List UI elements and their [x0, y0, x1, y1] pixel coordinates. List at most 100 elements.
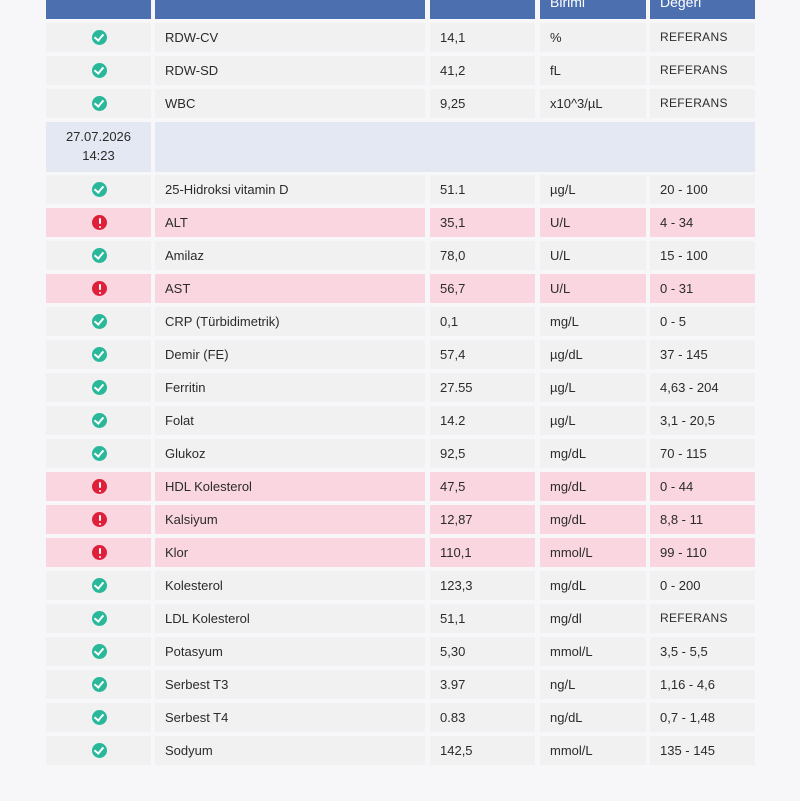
- test-name-text: 25-Hidroksi vitamin D: [165, 182, 289, 197]
- status-cell: [46, 208, 151, 237]
- result-value-text: 27.55: [440, 380, 473, 395]
- test-name-cell: AST: [155, 274, 425, 303]
- unit-cell: mmol/L: [540, 538, 646, 567]
- status-cell: [46, 241, 151, 270]
- result-value-cell: 5,30: [430, 637, 535, 666]
- table-row: Folat 14.2 µg/L 3,1 - 20,5: [43, 403, 757, 436]
- reference-cell: REFERANS: [650, 89, 755, 118]
- check-circle-icon: [92, 710, 107, 725]
- reference-text: 1,16 - 4,6: [660, 677, 715, 692]
- unit-text: mg/dl: [550, 611, 582, 626]
- reference-cell: 0 - 31: [650, 274, 755, 303]
- table-row: Kolesterol 123,3 mg/dL 0 - 200: [43, 568, 757, 601]
- result-value-text: 3.97: [440, 677, 466, 692]
- status-cell: [46, 703, 151, 732]
- table-row: Demir (FE) 57,4 µg/dL 37 - 145: [43, 337, 757, 370]
- test-name-cell: RDW-CV: [155, 23, 425, 52]
- test-name-text: Glukoz: [165, 446, 206, 461]
- unit-cell: mg/dl: [540, 604, 646, 633]
- reference-cell: 0,7 - 1,48: [650, 703, 755, 732]
- reference-cell: REFERANS: [650, 56, 755, 85]
- result-value-text: 14,1: [440, 30, 466, 45]
- result-date-cell: 27.07.2026 14:23: [46, 122, 151, 172]
- test-name-cell: ALT: [155, 208, 425, 237]
- result-value-text: 51.1: [440, 182, 466, 197]
- test-name-cell: Klor: [155, 538, 425, 567]
- reference-text: 4 - 34: [660, 215, 694, 230]
- result-value-text: 35,1: [440, 215, 466, 230]
- unit-text: µg/L: [550, 380, 576, 395]
- header-unit-label: Birimi: [550, 0, 585, 10]
- test-name-cell: Kalsiyum: [155, 505, 425, 534]
- test-name-cell: Sodyum: [155, 736, 425, 765]
- reference-text: REFERANS: [660, 96, 728, 110]
- test-name-text: RDW-CV: [165, 30, 219, 45]
- check-circle-icon: [92, 248, 107, 263]
- exclamation-circle-icon: [92, 215, 107, 230]
- unit-cell: U/L: [540, 274, 646, 303]
- status-cell: [46, 637, 151, 666]
- unit-cell: mg/dL: [540, 571, 646, 600]
- unit-text: mg/dL: [550, 512, 587, 527]
- exclamation-circle-icon: [92, 512, 107, 527]
- table-row: Ferritin 27.55 µg/L 4,63 - 204: [43, 370, 757, 403]
- result-value-text: 57,4: [440, 347, 466, 362]
- status-cell: [46, 604, 151, 633]
- reference-text: REFERANS: [660, 63, 728, 77]
- result-value-cell: 123,3: [430, 571, 535, 600]
- test-name-cell: Ferritin: [155, 373, 425, 402]
- unit-cell: mg/dL: [540, 472, 646, 501]
- table-row: Amilaz 78,0 U/L 15 - 100: [43, 238, 757, 271]
- status-cell: [46, 89, 151, 118]
- current-results-group: 25-Hidroksi vitamin D 51.1 µg/L 20 - 100 ALT…: [43, 172, 757, 766]
- result-value-cell: 51.1: [430, 175, 535, 204]
- table-row: Serbest T3 3.97 ng/L 1,16 - 4,6: [43, 667, 757, 700]
- unit-text: x10^3/µL: [550, 96, 603, 111]
- result-value-cell: 14,1: [430, 23, 535, 52]
- test-name-text: Demir (FE): [165, 347, 229, 362]
- test-name-cell: HDL Kolesterol: [155, 472, 425, 501]
- reference-cell: 99 - 110: [650, 538, 755, 567]
- test-name-text: AST: [165, 281, 191, 296]
- table-row: RDW-CV 14,1% REFERANS: [43, 20, 757, 53]
- lab-results-table: Birimi Değeri RDW-CV 14,1% REFERANS RDW-SD 4…: [43, 0, 757, 766]
- result-date-spacer: [155, 122, 755, 172]
- status-cell: [46, 274, 151, 303]
- unit-cell: mmol/L: [540, 637, 646, 666]
- unit-cell: ng/dL: [540, 703, 646, 732]
- table-row: HDL Kolesterol 47,5 mg/dL 0 - 44: [43, 469, 757, 502]
- result-value-cell: 9,25: [430, 89, 535, 118]
- header-unit: Birimi: [540, 0, 646, 19]
- header-reference: Değeri: [650, 0, 755, 19]
- result-value-cell: 41,2: [430, 56, 535, 85]
- reference-cell: REFERANS: [650, 604, 755, 633]
- result-value-cell: 78,0: [430, 241, 535, 270]
- test-name-text: ALT: [165, 215, 188, 230]
- check-circle-icon: [92, 182, 107, 197]
- test-name-cell: Glukoz: [155, 439, 425, 468]
- status-cell: [46, 736, 151, 765]
- check-circle-icon: [92, 63, 107, 78]
- result-value-text: 0.83: [440, 710, 466, 725]
- result-value-text: 123,3: [440, 578, 473, 593]
- unit-cell: ng/L: [540, 670, 646, 699]
- reference-text: 3,5 - 5,5: [660, 644, 708, 659]
- status-cell: [46, 23, 151, 52]
- table-row: Sodyum 142,5 mmol/L 135 - 145: [43, 733, 757, 766]
- reference-cell: 4,63 - 204: [650, 373, 755, 402]
- test-name-cell: Amilaz: [155, 241, 425, 270]
- unit-cell: µg/L: [540, 406, 646, 435]
- test-name-text: Serbest T4: [165, 710, 229, 725]
- check-circle-icon: [92, 644, 107, 659]
- test-name-cell: Serbest T4: [155, 703, 425, 732]
- unit-text: µg/dL: [550, 347, 583, 362]
- reference-text: 0 - 44: [660, 479, 694, 494]
- result-value-text: 9,25: [440, 96, 466, 111]
- status-cell: [46, 472, 151, 501]
- check-circle-icon: [92, 446, 107, 461]
- result-value-cell: 0,1: [430, 307, 535, 336]
- test-name-text: Ferritin: [165, 380, 206, 395]
- check-circle-icon: [92, 96, 107, 111]
- unit-cell: µg/L: [540, 175, 646, 204]
- reference-text: 0 - 31: [660, 281, 694, 296]
